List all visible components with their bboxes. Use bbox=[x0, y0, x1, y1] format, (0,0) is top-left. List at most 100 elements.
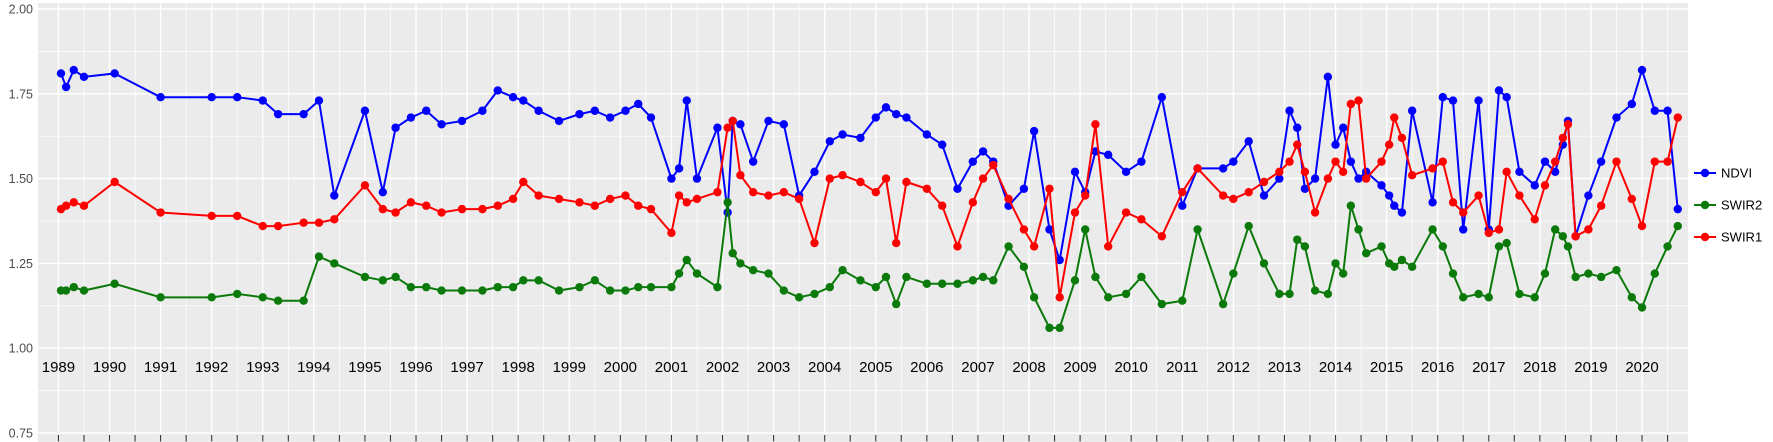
data-point-ndvi bbox=[1055, 255, 1064, 265]
data-point-swir1 bbox=[1563, 120, 1573, 129]
data-point-swir1 bbox=[764, 191, 773, 200]
data-point-swir2 bbox=[1338, 269, 1348, 278]
data-point-swir1 bbox=[692, 194, 702, 204]
x-axis-year-label: 2009 bbox=[1063, 359, 1096, 376]
data-point-swir2 bbox=[1091, 272, 1100, 282]
data-point-swir1 bbox=[937, 201, 947, 210]
x-axis-year-label: 2017 bbox=[1472, 359, 1505, 376]
data-point-swir1 bbox=[575, 198, 584, 207]
data-point-swir1 bbox=[646, 204, 656, 214]
data-point-ndvi bbox=[478, 106, 487, 115]
data-point-swir1 bbox=[1331, 157, 1340, 166]
x-axis-year-label: 2004 bbox=[808, 359, 841, 376]
data-point-ndvi bbox=[1428, 198, 1437, 207]
data-point-swir2 bbox=[1019, 262, 1029, 271]
y-axis-tick-label: 1.50 bbox=[9, 172, 33, 186]
data-point-swir1 bbox=[621, 191, 630, 200]
data-point-swir2 bbox=[1484, 293, 1493, 302]
data-point-swir1 bbox=[554, 194, 564, 204]
data-point-ndvi bbox=[1673, 204, 1682, 214]
data-point-ndvi bbox=[1157, 92, 1167, 102]
data-point-swir1 bbox=[406, 198, 416, 207]
x-axis-year-label: 1989 bbox=[42, 359, 75, 376]
data-point-swir1 bbox=[723, 123, 732, 132]
data-point-swir2 bbox=[1515, 289, 1524, 299]
data-point-swir2 bbox=[674, 269, 684, 278]
data-point-swir1 bbox=[779, 187, 789, 197]
data-point-swir2 bbox=[881, 272, 891, 282]
data-point-swir2 bbox=[1104, 293, 1113, 302]
data-point-swir2 bbox=[692, 269, 702, 278]
data-point-ndvi bbox=[422, 106, 431, 115]
data-point-ndvi bbox=[953, 184, 962, 193]
data-point-swir1 bbox=[794, 194, 804, 204]
data-point-ndvi bbox=[554, 116, 564, 126]
data-point-ndvi bbox=[378, 187, 388, 197]
data-point-swir1 bbox=[1346, 99, 1356, 109]
data-point-ndvi bbox=[1407, 106, 1417, 115]
data-point-swir2 bbox=[892, 299, 901, 309]
legend-item-swir1: SWIR1 bbox=[1694, 230, 1762, 245]
data-point-swir1 bbox=[1502, 167, 1511, 177]
data-point-ndvi bbox=[892, 109, 901, 119]
data-point-swir1 bbox=[1218, 191, 1228, 200]
data-point-swir1 bbox=[682, 198, 691, 207]
x-axis-year-label: 1999 bbox=[553, 359, 586, 376]
data-point-swir2 bbox=[1193, 225, 1202, 234]
data-point-swir2 bbox=[1346, 201, 1356, 210]
data-point-swir1 bbox=[590, 201, 600, 210]
data-point-swir2 bbox=[1650, 269, 1659, 278]
data-point-swir1 bbox=[748, 187, 758, 197]
data-point-swir1 bbox=[519, 177, 528, 187]
data-point-swir1 bbox=[978, 174, 988, 183]
data-point-swir2 bbox=[1550, 225, 1560, 234]
data-point-swir1 bbox=[493, 201, 502, 210]
data-point-ndvi bbox=[682, 96, 691, 105]
data-point-swir1 bbox=[1229, 194, 1238, 204]
data-point-swir1 bbox=[1361, 174, 1371, 183]
data-point-swir2 bbox=[764, 269, 773, 278]
data-point-swir1 bbox=[378, 204, 388, 214]
data-point-swir1 bbox=[69, 198, 78, 207]
data-point-ndvi bbox=[1448, 96, 1458, 105]
data-point-swir2 bbox=[1494, 242, 1504, 251]
data-point-swir2 bbox=[1354, 225, 1363, 234]
data-point-swir1 bbox=[674, 191, 684, 200]
data-point-ndvi bbox=[1346, 157, 1356, 166]
data-point-swir2 bbox=[779, 286, 789, 295]
data-point-swir1 bbox=[1055, 293, 1064, 302]
data-point-swir2 bbox=[989, 276, 998, 285]
data-point-swir1 bbox=[1448, 198, 1458, 207]
data-point-swir1 bbox=[1121, 208, 1131, 217]
data-point-swir2 bbox=[1055, 323, 1064, 333]
data-point-swir2 bbox=[554, 286, 564, 295]
data-point-swir1 bbox=[534, 191, 543, 200]
x-axis-year-label: 2018 bbox=[1523, 359, 1556, 376]
data-point-swir1 bbox=[61, 201, 71, 210]
data-point-ndvi bbox=[1650, 106, 1659, 115]
data-point-swir2 bbox=[1137, 272, 1146, 282]
data-point-swir2 bbox=[1637, 303, 1647, 312]
data-point-swir1 bbox=[1474, 191, 1483, 200]
data-point-ndvi bbox=[1637, 65, 1647, 75]
data-point-swir2 bbox=[1377, 242, 1386, 251]
data-point-ndvi bbox=[1530, 181, 1539, 190]
data-point-ndvi bbox=[825, 137, 834, 146]
x-axis-year-label: 2000 bbox=[604, 359, 637, 376]
data-point-swir2 bbox=[1081, 225, 1090, 234]
data-point-swir2 bbox=[902, 272, 911, 282]
x-axis-year-label: 2011 bbox=[1166, 359, 1198, 376]
data-point-swir2 bbox=[825, 282, 834, 292]
data-point-swir2 bbox=[968, 276, 978, 285]
data-point-swir2 bbox=[1229, 269, 1238, 278]
data-point-swir1 bbox=[605, 194, 615, 204]
data-point-ndvi bbox=[575, 109, 584, 119]
data-point-swir2 bbox=[1558, 232, 1568, 241]
data-point-ndvi bbox=[871, 113, 880, 122]
legend-key-point bbox=[1700, 232, 1710, 242]
data-point-swir2 bbox=[69, 282, 78, 292]
data-point-swir1 bbox=[1540, 181, 1550, 190]
data-point-ndvi bbox=[1627, 99, 1637, 109]
data-point-swir1 bbox=[1515, 191, 1524, 200]
data-point-ndvi bbox=[437, 120, 446, 129]
